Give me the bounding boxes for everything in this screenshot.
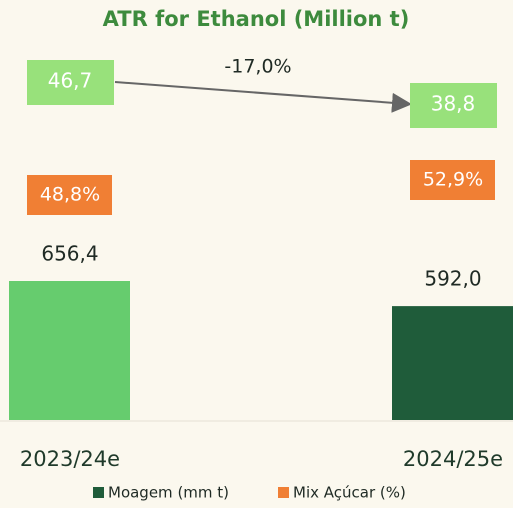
atr-box [27, 60, 114, 105]
bar [392, 306, 513, 420]
atr-label: 38,8 [431, 92, 476, 116]
legend-label: Moagem (mm t) [108, 484, 229, 502]
x-tick-label: 2023/24e [20, 447, 120, 471]
atr-label: 46,7 [48, 69, 93, 93]
mix-label: 48,8% [40, 184, 100, 206]
legend-swatch [93, 487, 104, 498]
chart-title: ATR for Ethanol (Million t) [103, 7, 410, 31]
bar-value-label: 592,0 [424, 267, 481, 291]
legend-label: Mix Açúcar (%) [293, 484, 406, 502]
mix-label: 52,9% [423, 169, 483, 191]
atr-box [410, 83, 497, 128]
bar-value-label: 656,4 [41, 242, 98, 266]
x-tick-label: 2024/25e [403, 447, 503, 471]
mix-box [410, 160, 495, 200]
mix-box [27, 175, 112, 215]
change-arrow [114, 81, 412, 113]
bar [9, 281, 130, 420]
legend-swatch [278, 487, 289, 498]
change-annotation: -17,0% [224, 56, 291, 78]
